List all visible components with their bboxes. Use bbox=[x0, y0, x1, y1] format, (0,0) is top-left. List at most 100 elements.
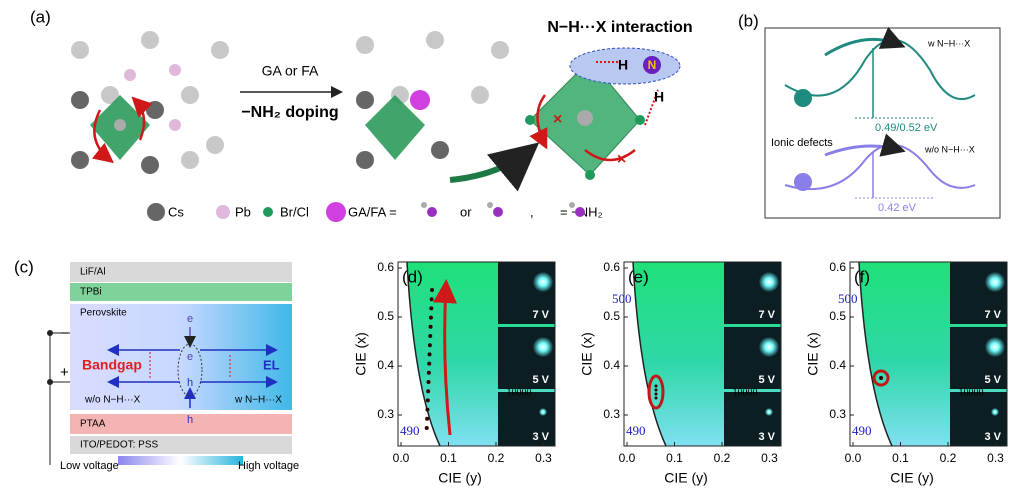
crystal-left bbox=[71, 31, 229, 174]
cie-point bbox=[425, 417, 429, 421]
molecule-icon bbox=[575, 207, 585, 217]
x-tick-label: 0.3 bbox=[535, 451, 552, 465]
voltage-label: 3 V bbox=[984, 431, 1001, 443]
cct-label: 10000 bbox=[507, 387, 532, 398]
y-axis-label: CIE (x) bbox=[805, 332, 821, 376]
panel-label: (a) bbox=[30, 7, 51, 26]
x-axis-label: CIE (y) bbox=[890, 470, 934, 486]
cie-point bbox=[428, 343, 432, 347]
cie-point bbox=[879, 376, 883, 380]
legend-text: , bbox=[530, 204, 534, 219]
emission bbox=[991, 408, 999, 416]
cie-point bbox=[425, 408, 429, 412]
voltage-label: 3 V bbox=[532, 431, 549, 443]
molecule-icon bbox=[427, 207, 437, 217]
wavelength-label: 490 bbox=[852, 423, 872, 438]
layer-label: ITO/PEDOT: PSS bbox=[80, 440, 158, 451]
y-tick-label: 0.4 bbox=[377, 358, 394, 372]
x-tick-label: 0.0 bbox=[393, 451, 410, 465]
emission bbox=[533, 272, 553, 292]
x-tick-label: 0.3 bbox=[987, 451, 1004, 465]
atom-label: H bbox=[618, 57, 628, 73]
emission bbox=[533, 337, 553, 357]
x-tick-label: 0.1 bbox=[892, 451, 909, 465]
y-tick-label: 0.5 bbox=[603, 309, 620, 323]
polarity: + bbox=[60, 364, 69, 381]
svg-text:×: × bbox=[553, 111, 562, 128]
voltage-label: High voltage bbox=[238, 460, 299, 472]
legend: CsPbBr/ClGA/FA =or,= −NH₂ bbox=[147, 202, 603, 222]
wavelength-label: 500 bbox=[612, 291, 632, 306]
legend-text: Br/Cl bbox=[280, 204, 309, 219]
emission bbox=[985, 337, 1005, 357]
atom-label: H bbox=[654, 89, 664, 105]
cie-panel: 7 V5 V3 V0.60.50.40.30.00.10.20.3CIE (y)… bbox=[579, 260, 781, 486]
carrier: h bbox=[187, 377, 193, 389]
molecule-icon bbox=[493, 207, 503, 217]
x-tick-label: 0.2 bbox=[488, 451, 505, 465]
emission bbox=[985, 272, 1005, 292]
wavelength-label: 490 bbox=[626, 423, 646, 438]
y-tick-label: 0.5 bbox=[377, 309, 394, 323]
legend-icon bbox=[216, 205, 230, 219]
emission bbox=[759, 272, 779, 292]
figure: (a) GA or FA −NH₂ doping × × N−H···X int… bbox=[0, 0, 1012, 490]
x-tick-label: 0.2 bbox=[940, 451, 957, 465]
layer-label: PTAA bbox=[80, 419, 106, 430]
y-axis-label: CIE (x) bbox=[579, 332, 595, 376]
y-tick-label: 0.6 bbox=[829, 260, 846, 274]
cct-label: 10000 bbox=[733, 387, 758, 398]
x-tick-label: 0.0 bbox=[619, 451, 636, 465]
cie-point bbox=[655, 385, 658, 388]
condition-label: w/o N−H···X bbox=[84, 395, 141, 406]
condition-label: w/o N−H···X bbox=[924, 144, 975, 154]
bandgap-label: Bandgap bbox=[82, 357, 142, 373]
x-tick-label: 0.0 bbox=[845, 451, 862, 465]
x-axis-label: CIE (y) bbox=[664, 470, 708, 486]
cie-point bbox=[427, 371, 431, 375]
y-tick-label: 0.3 bbox=[829, 407, 846, 421]
cie-point bbox=[426, 398, 430, 402]
defect-label: Ionic defects bbox=[771, 137, 833, 149]
y-tick-label: 0.3 bbox=[377, 407, 394, 421]
y-tick-label: 0.4 bbox=[829, 358, 846, 372]
x-axis-label: CIE (y) bbox=[438, 470, 482, 486]
emission bbox=[539, 408, 547, 416]
emission bbox=[765, 408, 773, 416]
x-tick-label: 0.1 bbox=[666, 451, 683, 465]
carrier: h bbox=[187, 414, 193, 426]
polarity: − bbox=[60, 325, 69, 342]
voltage-label: 7 V bbox=[532, 309, 549, 321]
panel-label: (c) bbox=[14, 257, 34, 276]
cie-point bbox=[655, 389, 658, 392]
svg-text:×: × bbox=[617, 151, 626, 168]
interaction-title: N−H···X interaction bbox=[547, 19, 692, 36]
layer-label: Perovskite bbox=[80, 308, 127, 319]
cie-point bbox=[429, 325, 433, 329]
layer bbox=[70, 283, 292, 301]
barrier-label: 0.42 eV bbox=[878, 202, 917, 214]
cie-point bbox=[427, 380, 431, 384]
cct-label: 10000 bbox=[959, 387, 984, 398]
voltage-bar bbox=[118, 456, 243, 465]
panel-a: (a) GA or FA −NH₂ doping × × N−H···X int… bbox=[30, 7, 693, 222]
condition-label: w N−H···X bbox=[927, 38, 970, 48]
cie-point bbox=[429, 306, 433, 310]
cie-point bbox=[430, 297, 434, 301]
legend-text: or bbox=[460, 204, 472, 219]
legend-text: Cs bbox=[168, 204, 184, 219]
legend-text: Pb bbox=[235, 204, 251, 219]
el-label: EL bbox=[263, 357, 280, 372]
x-tick-label: 0.1 bbox=[440, 451, 457, 465]
atom-label: N bbox=[648, 58, 657, 72]
x-tick-label: 0.3 bbox=[761, 451, 778, 465]
wavelength-label: 490 bbox=[400, 423, 420, 438]
y-axis-label: CIE (x) bbox=[353, 332, 369, 376]
y-tick-label: 0.3 bbox=[603, 407, 620, 421]
barrier-label: 0.49/0.52 eV bbox=[875, 122, 938, 134]
cie-point bbox=[430, 288, 434, 292]
molecule-icon bbox=[421, 202, 427, 208]
molecule-icon bbox=[569, 202, 575, 208]
y-tick-label: 0.6 bbox=[603, 260, 620, 274]
